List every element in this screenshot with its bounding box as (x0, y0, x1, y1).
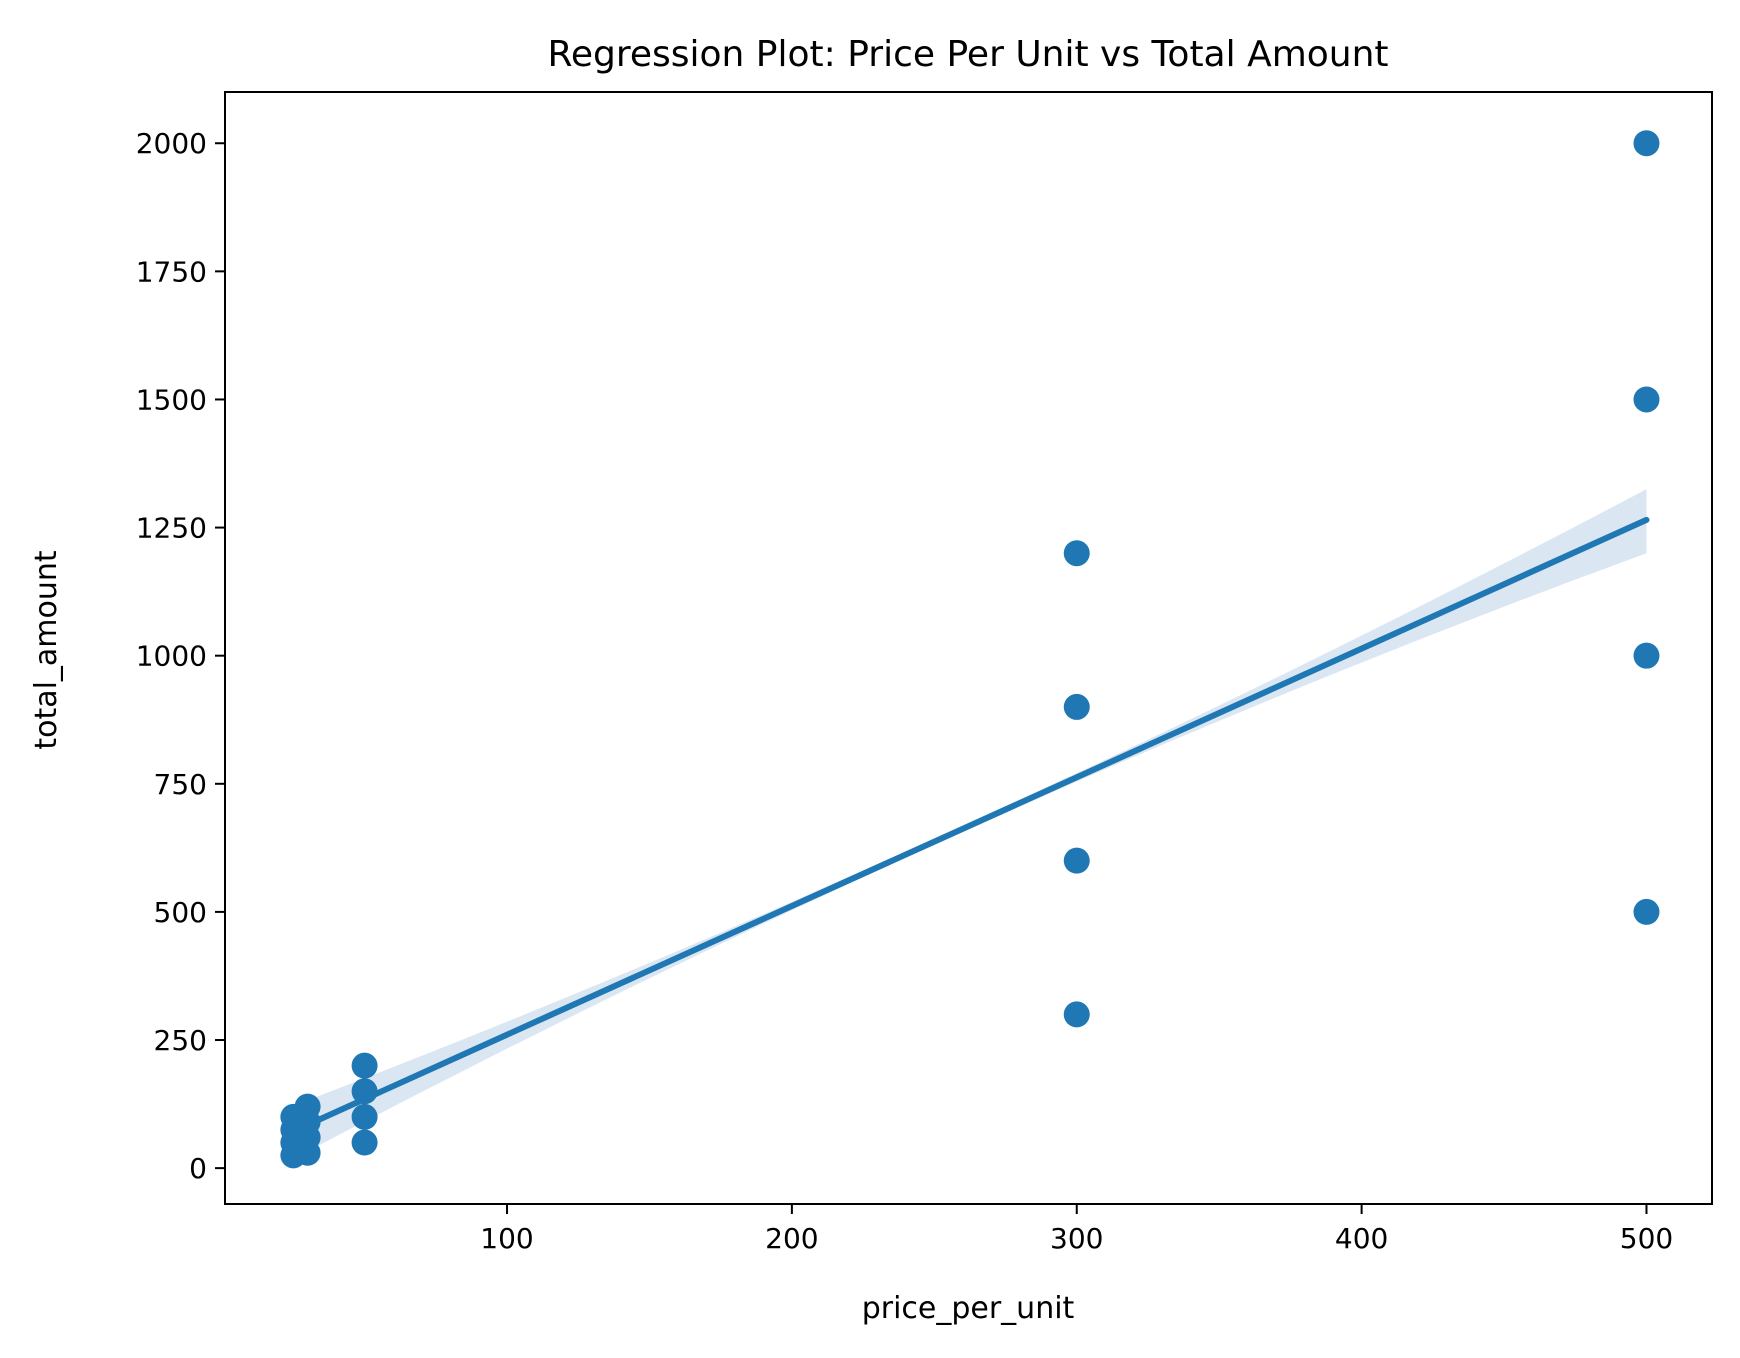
x-tick-label: 500 (1620, 1222, 1673, 1255)
data-point (1063, 693, 1090, 720)
x-tick-label: 200 (765, 1222, 818, 1255)
data-point (1063, 540, 1090, 567)
y-tick-label: 500 (154, 896, 207, 929)
y-tick-label: 0 (189, 1152, 207, 1185)
x-tick-label: 400 (1335, 1222, 1388, 1255)
data-point (1633, 130, 1660, 157)
data-point (294, 1093, 321, 1120)
scatter-points-layer (280, 130, 1660, 1169)
y-tick-label: 1750 (136, 255, 207, 288)
x-tick-label: 300 (1050, 1222, 1103, 1255)
chart-title: Regression Plot: Price Per Unit vs Total… (547, 34, 1388, 75)
x-tick-label: 100 (480, 1222, 533, 1255)
data-point (1633, 898, 1660, 925)
regression-line-layer (290, 516, 1650, 1135)
y-tick-label: 1500 (136, 383, 207, 416)
axes-layer: 100 200 300 400 500 0 250 500 750 1000 1250 1500 175… (136, 91, 1713, 1255)
data-point (1063, 1001, 1090, 1028)
data-point (351, 1052, 378, 1079)
data-point (351, 1129, 378, 1156)
regression-line (290, 516, 1650, 1135)
x-axis-label: price_per_unit (862, 1291, 1075, 1326)
data-point (1633, 642, 1660, 669)
data-point (351, 1103, 378, 1130)
y-tick-label: 2000 (136, 127, 207, 160)
plot-frame (224, 91, 1713, 1205)
y-tick-label: 750 (154, 768, 207, 801)
data-point (1633, 386, 1660, 413)
data-point (351, 1078, 378, 1105)
y-tick-label: 250 (154, 1024, 207, 1057)
data-point (1063, 847, 1090, 874)
y-axis-label: total_amount (29, 550, 64, 750)
y-tick-label: 1000 (136, 640, 207, 673)
y-tick-label: 1250 (136, 512, 207, 545)
